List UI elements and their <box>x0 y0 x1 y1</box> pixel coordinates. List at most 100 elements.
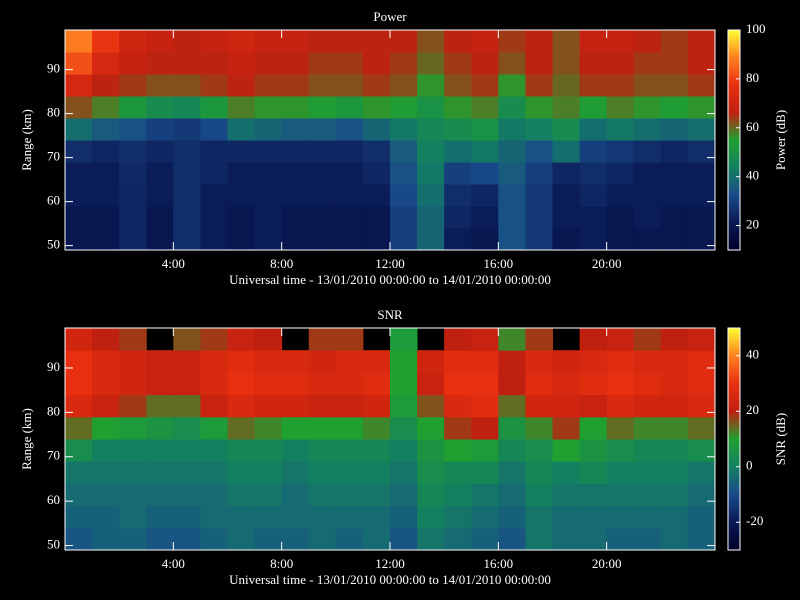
heatmap-cell <box>471 505 499 529</box>
heatmap-cell <box>552 228 581 251</box>
heatmap-cell <box>417 483 445 507</box>
heatmap-cell <box>444 140 472 163</box>
heatmap-cell <box>254 228 283 251</box>
heatmap-cell <box>552 74 581 97</box>
heatmap-cell <box>362 505 391 529</box>
heatmap-cell <box>579 74 608 97</box>
heatmap-cell <box>660 505 689 529</box>
heatmap-cell <box>173 162 201 185</box>
heatmap-cell <box>552 416 581 440</box>
heatmap-cell <box>200 184 228 207</box>
heatmap-cell <box>687 184 716 207</box>
heatmap-cell <box>633 394 662 418</box>
heatmap-cell <box>254 52 283 75</box>
colorbar-tick-label: 20 <box>746 402 759 417</box>
heatmap-cell <box>92 184 120 207</box>
heatmap-cell <box>525 328 553 351</box>
heatmap-cell <box>254 184 283 207</box>
heatmap-cell <box>498 30 526 53</box>
heatmap-cell <box>660 483 689 507</box>
heatmap-cell <box>498 184 526 207</box>
heatmap-cell <box>254 439 283 462</box>
heatmap-cell <box>687 52 716 75</box>
heatmap-cell <box>660 527 689 551</box>
heatmap-cell <box>200 483 228 507</box>
heatmap-cell <box>525 162 553 185</box>
heatmap-cell <box>390 350 418 373</box>
heatmap-cell <box>308 394 337 418</box>
heatmap-cell <box>173 461 201 484</box>
heatmap-cell <box>471 461 499 484</box>
heatmap-cell <box>362 30 391 53</box>
heatmap-cell <box>65 505 93 529</box>
heatmap-cell <box>362 96 391 119</box>
heatmap-cell <box>606 206 635 229</box>
heatmap-cell <box>308 416 337 440</box>
heatmap-cell <box>146 52 174 75</box>
y-tick-label: 90 <box>47 61 60 76</box>
heatmap-cell <box>525 206 553 229</box>
heatmap-cell <box>687 162 716 185</box>
heatmap-cell <box>687 328 716 351</box>
heatmap-cell <box>417 394 445 418</box>
heatmap-cell <box>200 328 228 351</box>
heatmap-cell <box>65 372 93 396</box>
heatmap-cell <box>417 416 445 440</box>
heatmap-cell <box>227 52 256 75</box>
heatmap-cell <box>308 96 337 119</box>
heatmap-cell <box>146 505 174 529</box>
heatmap-cell <box>281 206 310 229</box>
heatmap-cell <box>227 394 256 418</box>
heatmap-cell <box>362 527 391 551</box>
heatmap-cell <box>525 350 553 373</box>
heatmap-cell <box>390 416 418 440</box>
chart-title: SNR <box>377 307 403 322</box>
heatmap-cell <box>552 184 581 207</box>
heatmap-cell <box>92 416 120 440</box>
heatmap-cell <box>444 394 472 418</box>
heatmap-cell <box>606 527 635 551</box>
heatmap-cell <box>552 140 581 163</box>
heatmap-cell <box>552 483 581 507</box>
heatmap-cell <box>119 184 147 207</box>
heatmap-cell <box>119 350 147 373</box>
heatmap-cell <box>633 505 662 529</box>
heatmap-cell <box>227 118 256 141</box>
heatmap-cell <box>525 184 553 207</box>
heatmap-cell <box>281 228 310 251</box>
heatmap-cell <box>579 228 608 251</box>
heatmap-cell <box>687 118 716 141</box>
heatmap-cell <box>579 30 608 53</box>
heatmap-cell <box>390 140 418 163</box>
heatmap-cell <box>687 140 716 163</box>
heatmap-cell <box>579 328 608 351</box>
heatmap-cell <box>498 416 526 440</box>
x-tick-label: 16:00 <box>484 556 514 571</box>
heatmap-cell <box>281 30 310 53</box>
heatmap-cell <box>552 162 581 185</box>
colorbar-tick-label: 40 <box>746 168 759 183</box>
colorbar-tick-label: 0 <box>746 458 753 473</box>
heatmap-cell <box>173 30 201 53</box>
heatmap-cell <box>498 394 526 418</box>
heatmap-cell <box>633 527 662 551</box>
heatmap-cell <box>633 118 662 141</box>
heatmap-cell <box>552 350 581 373</box>
heatmap-cell <box>227 206 256 229</box>
heatmap-cell <box>471 74 499 97</box>
heatmap-cell <box>335 30 364 53</box>
heatmap-cell <box>417 30 445 53</box>
heatmap-cell <box>660 162 689 185</box>
heatmap-cell <box>308 228 337 251</box>
heatmap-cell <box>525 30 553 53</box>
heatmap-cell <box>633 52 662 75</box>
heatmap-cell <box>444 527 472 551</box>
heatmap-cell <box>308 350 337 373</box>
heatmap-cell <box>606 483 635 507</box>
heatmap-cell <box>390 328 418 351</box>
heatmap-cell <box>606 96 635 119</box>
heatmap-cell <box>498 52 526 75</box>
heatmap-cell <box>362 350 391 373</box>
heatmap-cell <box>65 30 93 53</box>
